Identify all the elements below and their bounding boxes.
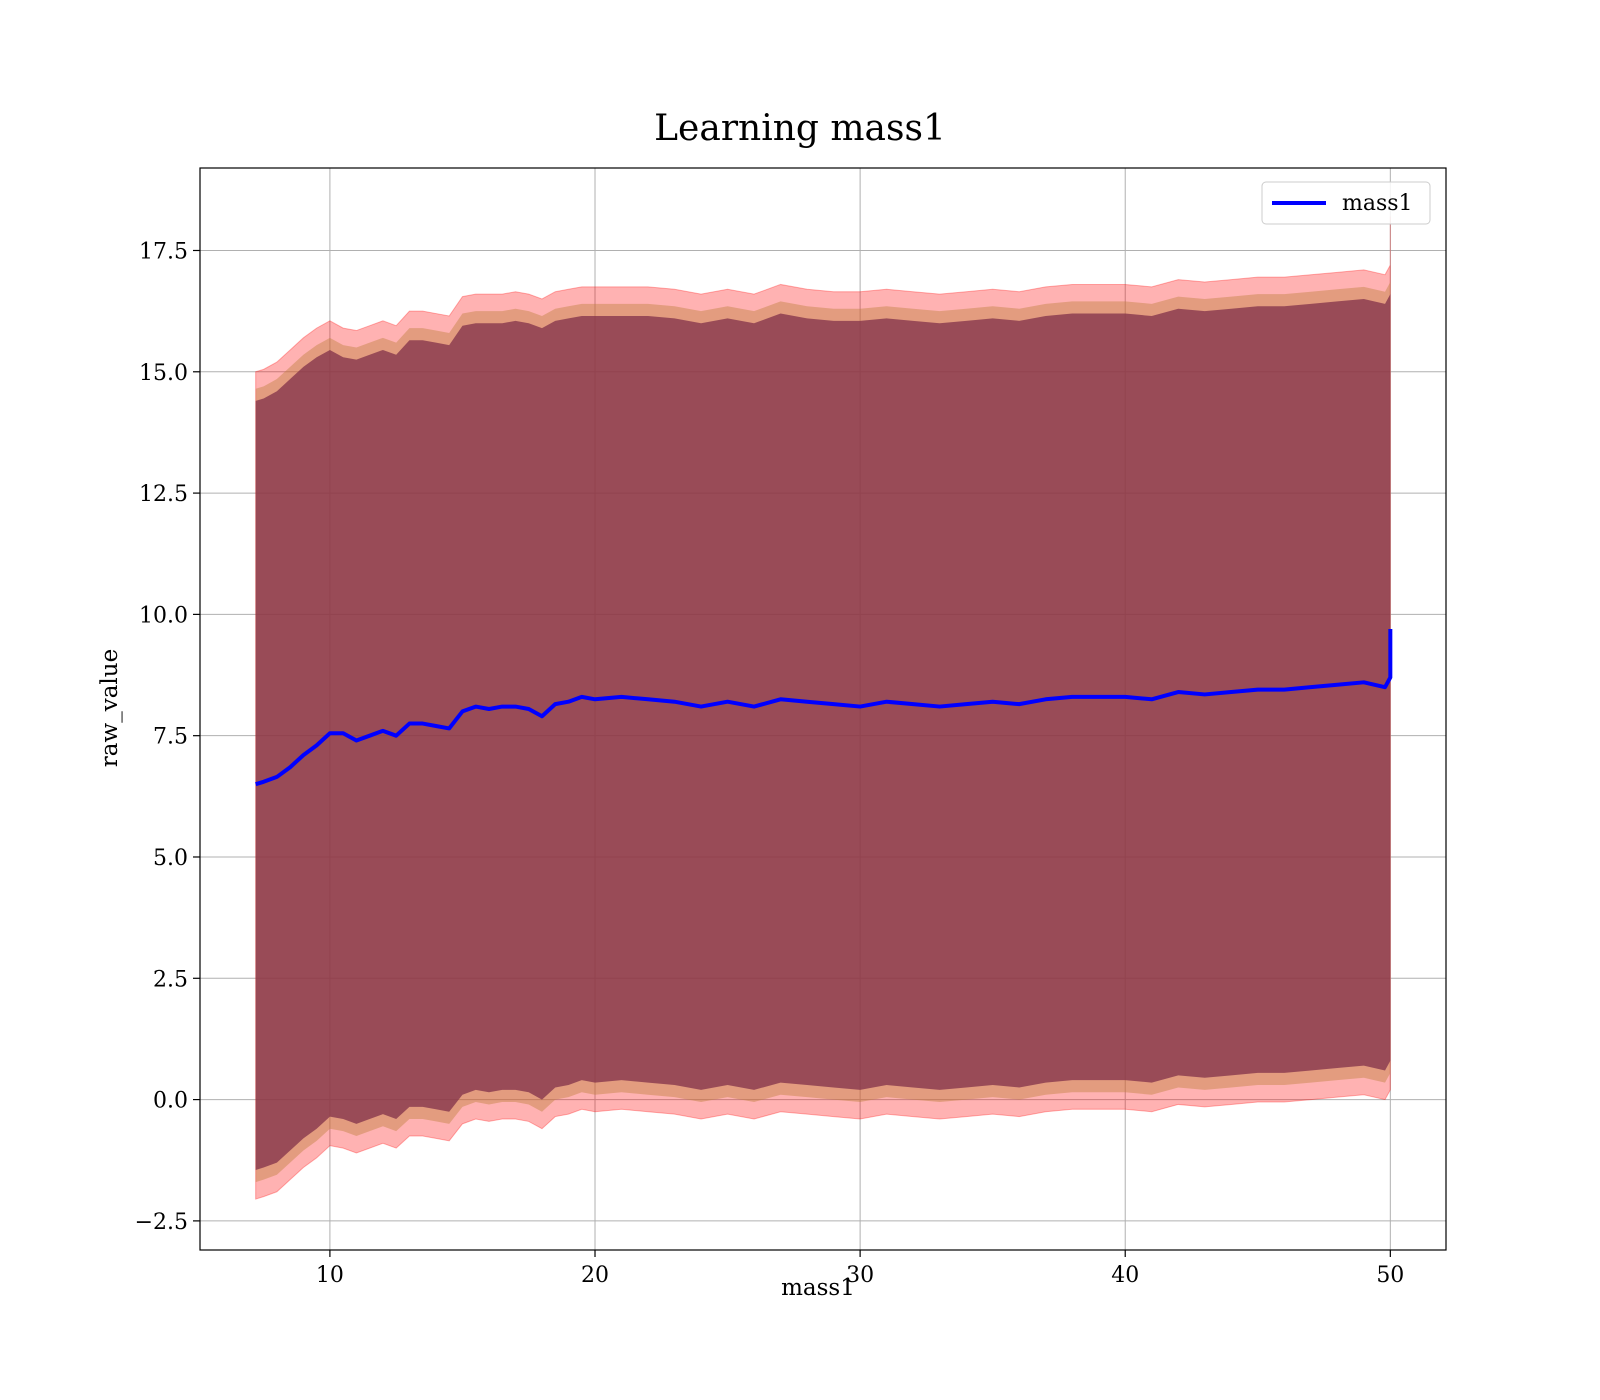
x-tick-label: 50 bbox=[1376, 1263, 1404, 1288]
x-axis-label: mass1 bbox=[781, 1275, 855, 1301]
y-tick-label: 5.0 bbox=[153, 846, 188, 871]
x-tick-label: 30 bbox=[846, 1263, 874, 1288]
y-tick-label: 12.5 bbox=[139, 482, 188, 507]
plot-area: 10 20 30 40 50 −2.5 0.0 2.5 5.0 7.5 10.0 12.5 15.0 17… bbox=[135, 167, 1447, 1288]
y-tick-label: 10.0 bbox=[139, 603, 188, 628]
y-tick-label: 7.5 bbox=[153, 725, 188, 750]
legend: mass1 bbox=[1261, 181, 1431, 225]
y-tick-label: 0.0 bbox=[153, 1089, 188, 1114]
band-inner bbox=[255, 245, 1391, 1170]
y-axis-label: raw_value bbox=[97, 649, 123, 767]
x-tick-label: 40 bbox=[1111, 1263, 1139, 1288]
x-tick-label: 10 bbox=[316, 1263, 344, 1288]
chart-title: Learning mass1 bbox=[654, 108, 946, 149]
y-tick-label: 2.5 bbox=[153, 967, 188, 992]
y-tick-label: 15.0 bbox=[139, 361, 188, 386]
series-line-mass1 bbox=[255, 628, 1393, 787]
legend-label: mass1 bbox=[1342, 191, 1413, 216]
plot-frame bbox=[199, 167, 1447, 1251]
x-tick-label: 20 bbox=[581, 1263, 609, 1288]
data-layer bbox=[255, 216, 1393, 1200]
y-tick-label: −2.5 bbox=[135, 1210, 188, 1235]
y-tick-label: 17.5 bbox=[139, 239, 188, 264]
legend-box bbox=[1261, 181, 1431, 225]
